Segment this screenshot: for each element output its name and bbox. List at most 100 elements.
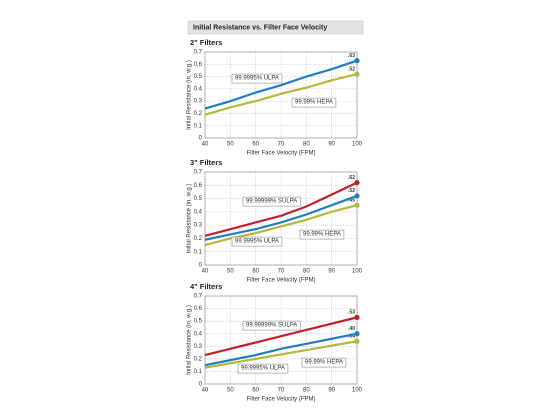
end-marker [354,331,360,337]
end-marker [354,71,360,77]
callout-box [242,320,301,331]
end-marker [354,58,360,64]
y-tick-label: 0.1 [194,249,203,255]
y-tick-label: 0.3 [194,344,203,350]
callout-box [231,73,283,84]
x-tick-label: 40 [202,388,209,394]
series-line [204,316,358,357]
y-tick-label: 0.1 [194,369,203,375]
y-tick-label: 0 [199,382,203,388]
callout-box [291,97,337,108]
x-tick-label: 50 [227,142,234,148]
x-axis-title: Filter Face Velocity (FPM) [246,397,315,403]
y-tick-label: 0.5 [194,196,203,202]
series-callout: 99.99% HEPA [291,97,337,108]
y-tick-label: 0.4 [194,209,203,215]
x-tick-label: 40 [202,269,209,275]
y-tick-label: 0.7 [194,170,203,176]
series-name: 99.99999% SULPA [246,323,297,329]
y-tick-label: 0 [199,263,203,269]
x-tick-label: 70 [278,269,285,275]
end-marker [354,314,360,320]
series-name: 99.99% HEPA [305,360,343,366]
header-title: Initial Resistance vs. Filter Face Veloc… [193,24,327,31]
y-tick-label: 0.2 [194,356,203,362]
chart-title: 4" Filters [190,282,222,291]
series-name: 99.99% HEPA [295,100,333,106]
x-axis-title: Filter Face Velocity (FPM) [246,151,315,157]
x-tick-label: 60 [252,142,259,148]
y-tick-label: 0.1 [194,123,203,129]
y-tick-label: 0.6 [194,62,203,68]
series-callout: 99.99999% SULPA [242,196,301,207]
series-line [204,204,358,247]
header-bar [187,20,364,35]
series-name: 99.9995% ULPA [235,76,279,82]
x-tick-label: 90 [328,388,335,394]
x-axis-title: Filter Face Velocity (FPM) [246,278,315,284]
y-tick-label: 0.5 [194,74,203,80]
x-tick-label: 60 [252,388,259,394]
x-tick-label: 70 [278,388,285,394]
value-label: .45 [348,198,355,204]
callout-box [299,229,345,240]
chart-title: 3" Filters [190,158,222,167]
callout-box [301,357,347,368]
series-line [204,332,358,367]
series-callout: 99.99999% SULPA [242,320,301,331]
y-tick-label: 0.6 [194,306,203,312]
series-callout: 99.9995% ULPA [231,73,283,84]
value-label: .53 [348,310,355,316]
value-label: .52 [348,188,355,194]
callout-box [242,196,301,207]
series-callout: 99.9995% ULPA [231,236,283,247]
series-callout: 99.9995% ULPA [237,363,289,374]
plot-frame [204,171,358,266]
y-tick-label: 0.4 [194,331,203,337]
callout-box [231,236,283,247]
series-callout: 99.99% HEPA [299,229,345,240]
x-tick-label: 60 [252,269,259,275]
y-tick-label: 0.7 [194,294,203,300]
y-axis-title: Initial Resistance (in. w.g.) [187,305,193,375]
y-axis-title: Initial Resistance (in. w.g.) [187,184,193,254]
series-line [204,194,358,241]
x-tick-label: 80 [303,388,310,394]
y-tick-label: 0.4 [194,86,203,92]
chart-title: 2" Filters [190,38,222,47]
x-tick-label: 100 [352,388,363,394]
y-tick-label: 0.6 [194,183,203,189]
y-tick-label: 0.2 [194,236,203,242]
series-line [204,73,358,116]
y-tick-label: 0.3 [194,99,203,105]
series-line [204,59,358,110]
end-marker [354,338,360,344]
end-marker [354,193,360,199]
x-tick-label: 90 [328,142,335,148]
x-tick-label: 50 [227,269,234,275]
y-tick-label: 0.7 [194,50,203,56]
series-name: 99.99% HEPA [303,232,341,238]
x-tick-label: 70 [278,142,285,148]
value-label: .52 [348,66,355,72]
callout-box [237,363,289,374]
value-label: .34 [348,334,355,340]
plot-frame [204,51,358,139]
x-tick-label: 100 [352,142,363,148]
x-tick-label: 50 [227,388,234,394]
series-name: 99.99999% SULPA [246,199,297,205]
y-tick-label: 0 [199,136,203,142]
y-tick-label: 0.3 [194,223,203,229]
series-callout: 99.99% HEPA [301,357,347,368]
series-name: 99.9995% ULPA [235,239,279,245]
x-tick-label: 80 [303,142,310,148]
x-tick-label: 80 [303,269,310,275]
y-tick-label: 0.2 [194,111,203,117]
x-tick-label: 90 [328,269,335,275]
y-tick-label: 0.5 [194,319,203,325]
end-marker [354,202,360,208]
series-line [204,181,358,237]
value-label: .62 [348,175,355,181]
x-tick-label: 100 [352,269,363,275]
